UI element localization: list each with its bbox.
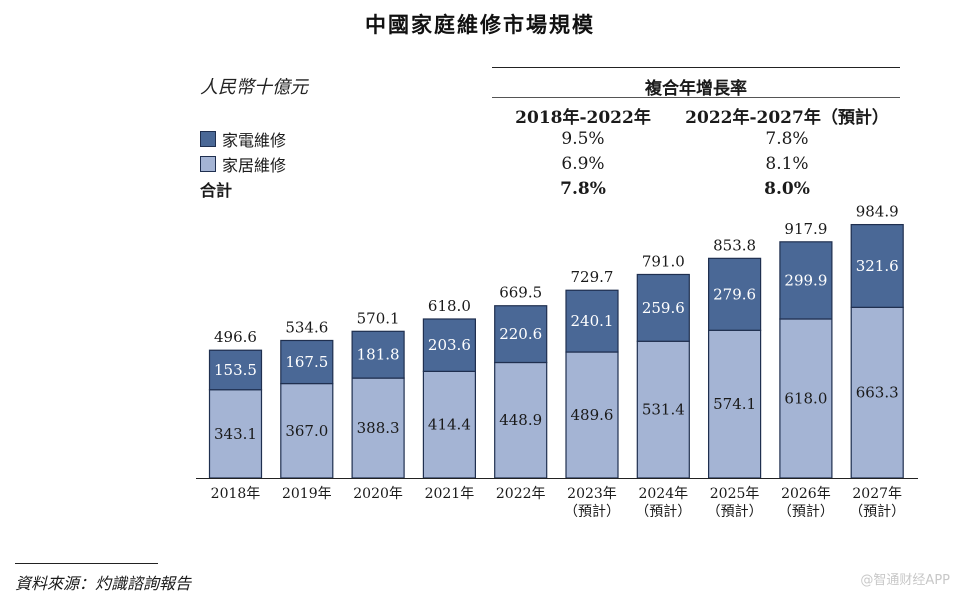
bar-appliance-0 <box>208 349 263 391</box>
label-appliance-4: 220.6 <box>499 325 542 343</box>
bar-home-2 <box>351 377 405 479</box>
bar-home-3 <box>422 370 476 479</box>
tick-label-3: 2021年 <box>425 486 475 502</box>
legend-label-home: 家居維修 <box>222 156 287 175</box>
tick-label-6-sub: （預計） <box>635 504 691 520</box>
bar-appliance-1 <box>280 339 334 385</box>
tick-label-8: 2026年 <box>781 486 831 502</box>
cagr-header: 複合年增長率 <box>645 79 747 99</box>
legend-swatch-home <box>200 156 216 172</box>
tick-label-1: 2019年 <box>282 486 332 502</box>
label-appliance-5: 240.1 <box>571 312 614 330</box>
tick-label-0: 2018年 <box>211 486 261 502</box>
label-appliance-1: 167.5 <box>285 353 328 371</box>
label-total-8: 917.9 <box>784 220 827 238</box>
tick-label-6: 2024年 <box>638 486 688 502</box>
label-total-7: 853.8 <box>713 236 756 254</box>
label-home-9: 663.3 <box>856 384 899 402</box>
cagr-period-2: 2022年-2027年（預計） <box>685 108 889 128</box>
bar-appliance-5 <box>565 289 619 353</box>
cagr-total-period-1: 7.8% <box>560 179 606 199</box>
bar-home-0 <box>208 389 263 479</box>
tick-label-5: 2023年 <box>567 486 617 502</box>
tick-label-2: 2020年 <box>353 486 403 502</box>
bar-appliance-6 <box>636 273 690 342</box>
legend-swatch-appliance <box>200 131 216 147</box>
watermark: @智通财经APP <box>860 573 950 588</box>
label-total-5: 729.7 <box>571 268 614 286</box>
label-home-4: 448.9 <box>499 411 542 429</box>
label-home-8: 618.0 <box>784 389 827 407</box>
cagr-appliance-period-1: 9.5% <box>561 129 605 149</box>
label-appliance-8: 299.9 <box>784 271 827 289</box>
tick-label-9: 2027年 <box>852 486 902 502</box>
label-appliance-7: 279.6 <box>713 285 756 303</box>
cagr-top-rule <box>492 67 900 68</box>
bar-appliance-3 <box>422 318 476 372</box>
label-home-7: 574.1 <box>713 395 756 413</box>
label-appliance-9: 321.6 <box>856 257 899 275</box>
tick-label-7: 2025年 <box>710 486 760 502</box>
label-appliance-2: 181.8 <box>357 346 400 364</box>
label-appliance-3: 203.6 <box>428 336 471 354</box>
label-home-1: 367.0 <box>285 422 328 440</box>
label-home-6: 531.4 <box>642 401 685 419</box>
bar-home-9 <box>850 306 904 479</box>
bar-home-1 <box>280 382 334 479</box>
bar-appliance-8 <box>779 241 833 320</box>
legend-item-total: 合計 <box>200 178 232 200</box>
bar-home-7 <box>707 329 762 479</box>
cagr-total-period-2: 8.0% <box>764 179 810 199</box>
cagr-appliance-period-2: 7.8% <box>765 129 809 149</box>
total-label: 合計 <box>200 181 233 200</box>
tick-label-9-sub: （預計） <box>849 504 905 520</box>
label-home-3: 414.4 <box>428 416 471 434</box>
label-total-0: 496.6 <box>214 328 257 346</box>
cagr-period-1: 2018年-2022年 <box>515 108 651 128</box>
label-total-3: 618.0 <box>428 297 471 315</box>
label-total-1: 534.6 <box>285 318 328 336</box>
tick-label-7-sub: （預計） <box>707 504 763 520</box>
label-total-6: 791.0 <box>642 252 685 270</box>
label-home-5: 489.6 <box>571 406 614 424</box>
chart-title: 中國家庭維修市場規模 <box>365 13 595 37</box>
label-appliance-0: 153.5 <box>214 361 257 379</box>
tick-label-5-sub: （預計） <box>564 504 620 520</box>
label-appliance-6: 259.6 <box>642 299 685 317</box>
label-home-2: 388.3 <box>357 419 400 437</box>
source-note: 資料來源：灼識諮詢報告 <box>15 574 192 593</box>
cagr-home-period-1: 6.9% <box>561 154 605 174</box>
label-home-0: 343.1 <box>214 425 257 443</box>
unit-label: 人民幣十億元 <box>200 77 308 98</box>
cagr-home-period-2: 8.1% <box>765 154 809 174</box>
legend-item-appliance: 家電維修 <box>200 128 286 150</box>
label-total-4: 669.5 <box>499 284 542 302</box>
source-rule <box>15 563 158 564</box>
bar-appliance-7 <box>707 257 762 331</box>
bar-appliance-2 <box>351 330 405 379</box>
bar-home-5 <box>565 351 619 479</box>
label-total-9: 984.9 <box>856 203 899 221</box>
legend-item-home: 家居維修 <box>200 153 286 175</box>
cagr-header-rule <box>492 97 900 98</box>
tick-label-4: 2022年 <box>496 486 546 502</box>
bar-appliance-9 <box>850 223 904 308</box>
label-total-2: 570.1 <box>357 309 400 327</box>
bar-appliance-4 <box>494 305 548 364</box>
tick-label-8-sub: （預計） <box>778 504 834 520</box>
legend-label-appliance: 家電維修 <box>222 131 287 150</box>
